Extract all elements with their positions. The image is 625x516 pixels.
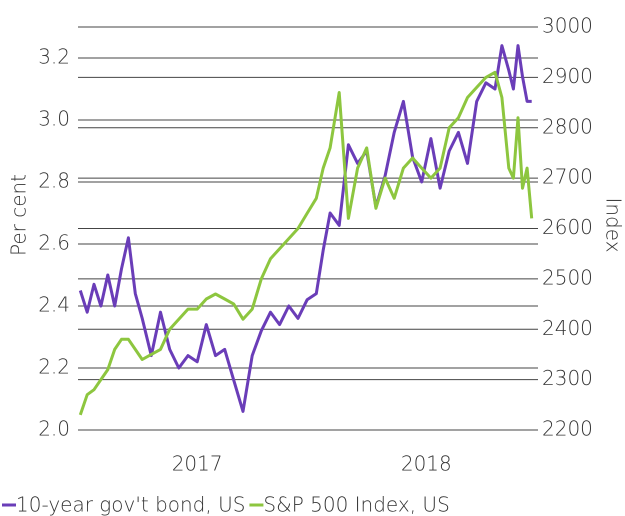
- y2-axis-label: Index: [602, 197, 625, 252]
- y2-tick-label: 2600: [542, 215, 593, 239]
- y2-tick-label: 2800: [542, 114, 593, 138]
- y2-tick-label: 2700: [542, 165, 593, 189]
- x-tick-label: 2017: [172, 452, 223, 476]
- line-series: [78, 44, 532, 413]
- y2-tick-label: 2300: [542, 366, 593, 390]
- y-tick-label: 2.2: [38, 355, 70, 379]
- y-tick-label: 2.6: [38, 231, 70, 255]
- line-series: [78, 70, 534, 416]
- y2-tick-label: 2400: [542, 316, 593, 340]
- legend-label: 10-year gov't bond, US: [16, 493, 245, 516]
- y2-tick-label: 3000: [542, 14, 593, 38]
- y-tick-label: 2.8: [38, 169, 70, 193]
- y2-tick-label: 2200: [542, 417, 593, 441]
- x-tick-label: 2018: [401, 452, 452, 476]
- y-tick-label: 2.4: [38, 293, 70, 317]
- y2-tick-label: 2900: [542, 64, 593, 88]
- legend-label: S&P 500 Index, US: [263, 493, 449, 516]
- y2-tick-label: 2500: [542, 265, 593, 289]
- y-tick-label: 2.0: [38, 417, 70, 441]
- y-tick-label: 3.0: [38, 107, 70, 131]
- y-axis-label: Per cent: [7, 174, 31, 256]
- y-tick-label: 3.2: [38, 45, 70, 69]
